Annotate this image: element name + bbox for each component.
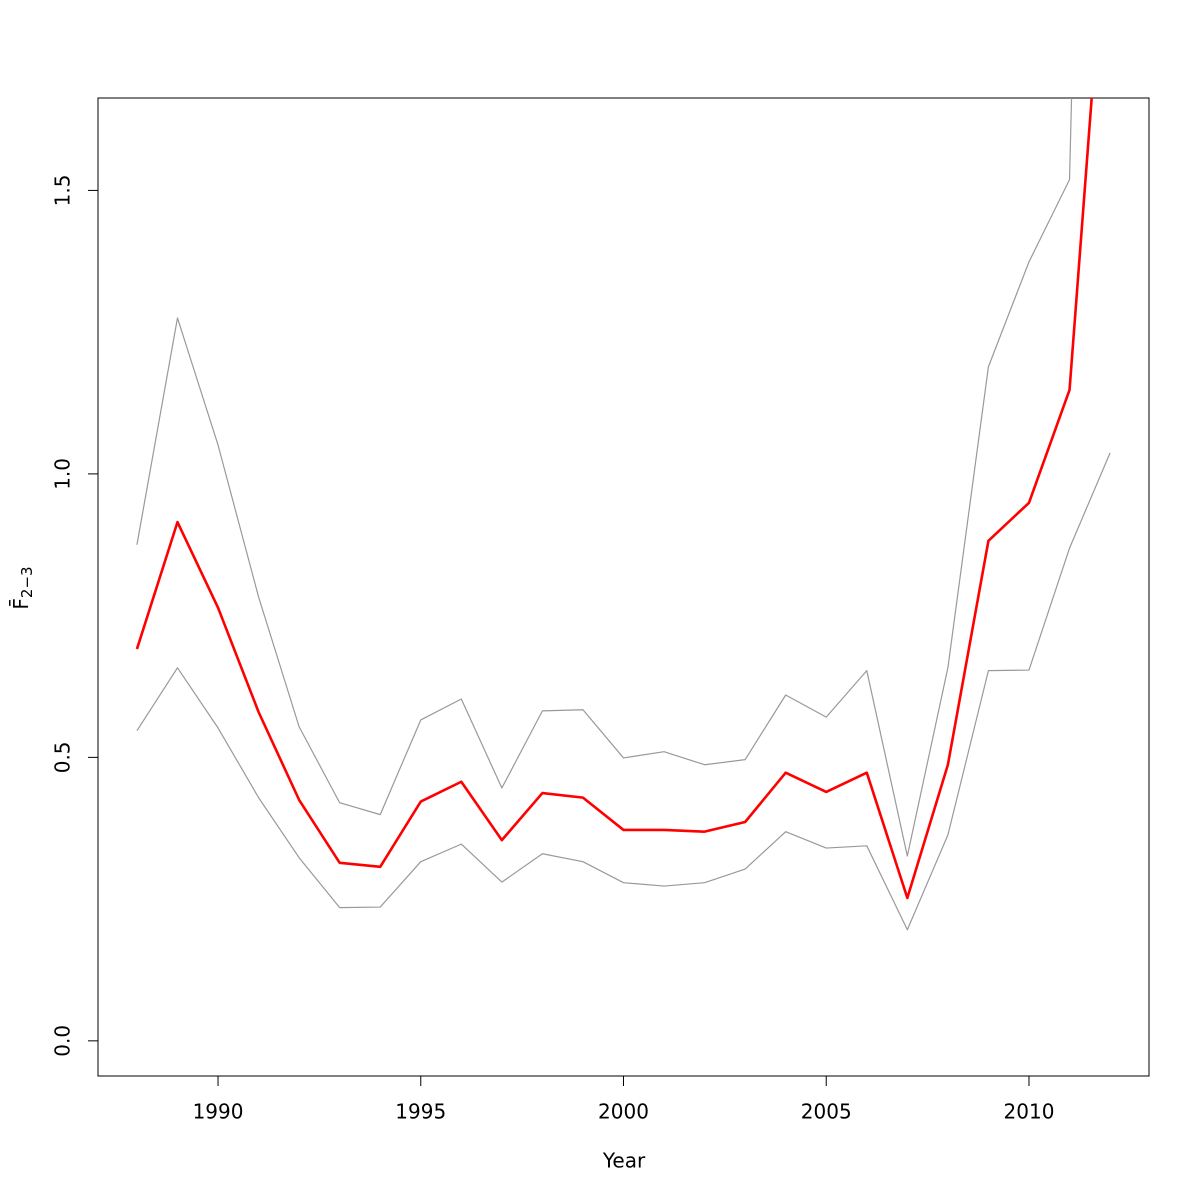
- series-line: [136, 452, 1111, 931]
- y-axis-label-base: F̄: [8, 598, 33, 610]
- x-tick-label: 1990: [193, 1100, 244, 1124]
- series-line: [136, 98, 1073, 857]
- x-tick-label: 2005: [801, 1100, 852, 1124]
- y-axis-label: F̄2−3: [8, 566, 36, 609]
- y-axis-label-sub: 2−3: [18, 566, 36, 598]
- y-tick-label: 1.0: [51, 458, 75, 490]
- lines: [135, 98, 1111, 931]
- x-axis-label: Year: [602, 1149, 646, 1173]
- y-tick-label: 0.0: [51, 1025, 75, 1057]
- series-line: [135, 98, 1093, 900]
- x-tick-label: 2000: [598, 1100, 649, 1124]
- y-tick-label: 1.5: [51, 175, 75, 207]
- x-tick-label: 1995: [395, 1100, 446, 1124]
- y-tick-label: 0.5: [51, 741, 75, 773]
- x-tick-label: 2010: [1004, 1100, 1055, 1124]
